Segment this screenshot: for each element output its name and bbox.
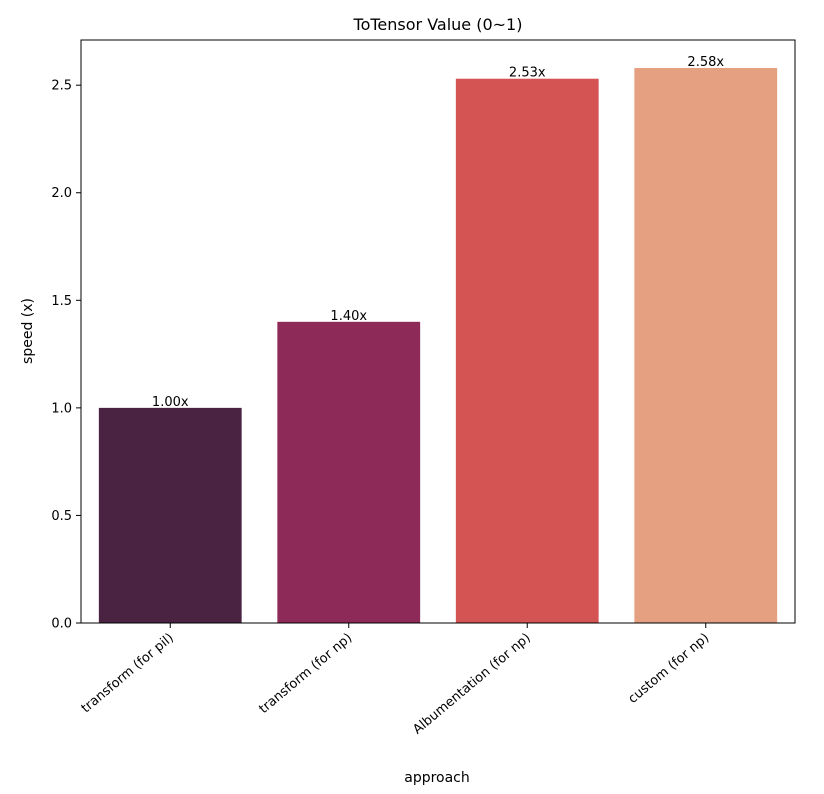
plot-frame — [80, 39, 796, 624]
bar — [277, 321, 421, 623]
x-axis: transform (for pil) transform (for np) Alb… — [79, 623, 713, 738]
bars-group — [98, 67, 778, 623]
bar — [634, 67, 778, 623]
y-tick-label: 1.5 — [51, 294, 72, 309]
chart-title: ToTensor Value (0~1) — [353, 15, 523, 34]
bar-value-label: 1.00x — [152, 395, 189, 410]
y-tick-label: 1.0 — [51, 401, 72, 416]
x-axis-label: approach — [404, 770, 470, 786]
bar-labels-group: 1.00x 1.40x 2.53x 2.58x — [152, 55, 724, 410]
x-tick-label: transform (for pil) — [79, 631, 177, 717]
bar-value-label: 1.40x — [330, 309, 367, 324]
x-tick-label: transform (for np) — [256, 631, 355, 717]
y-axis: 0.0 0.5 1.0 1.5 2.0 2.5 — [51, 79, 81, 632]
bar — [98, 407, 242, 623]
bar-value-label: 2.53x — [509, 66, 546, 81]
x-tick-label: custom (for np) — [626, 631, 713, 707]
x-tick-label: Albumentation (for np) — [410, 631, 534, 738]
y-tick-label: 0.5 — [51, 509, 72, 524]
y-tick-label: 2.5 — [51, 79, 72, 94]
y-tick-label: 0.0 — [51, 617, 72, 632]
y-tick-label: 2.0 — [51, 186, 72, 201]
bar-value-label: 2.58x — [687, 55, 724, 70]
y-axis-label: speed (x) — [20, 298, 36, 364]
plot-area: 1.00x 1.40x 2.53x 2.58x — [80, 39, 796, 624]
bar — [455, 78, 599, 623]
